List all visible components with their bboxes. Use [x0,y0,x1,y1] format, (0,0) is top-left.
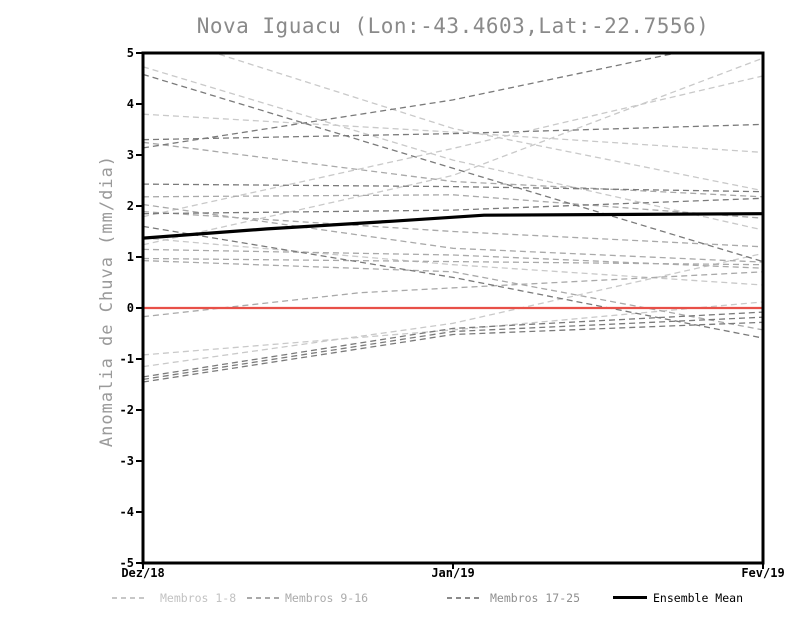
legend-label: Membros 1-8 [160,591,237,605]
y-tick-label: -1 [119,352,134,366]
member-line [143,183,763,193]
y-tick-label: 5 [126,46,134,60]
member-line [143,203,763,263]
member-line [143,141,763,198]
legend-label: Ensemble Mean [653,591,744,605]
y-tick-label: 3 [126,148,134,162]
y-tick-label: 0 [126,301,134,315]
member-line [143,301,763,356]
solid-line-swatch-mean [613,596,647,599]
legend-label: Membros 9-16 [285,591,369,605]
y-tick-label: -3 [119,454,134,468]
member-line [143,73,763,263]
member-line [143,237,763,286]
member-line [143,257,763,266]
member-line [143,194,763,219]
x-tick-label: Fev/19 [741,566,785,580]
y-tick-label: 1 [126,250,134,264]
y-tick-label: -5 [119,556,134,570]
member-line [143,113,763,154]
member-line [143,197,763,215]
member-line [143,210,763,248]
y-tick-label: 4 [126,97,134,111]
dashed-line-swatch-light [112,597,144,599]
data-lines-group [143,53,763,383]
legend-label: Membros 17-25 [490,591,581,605]
member-line [143,53,680,149]
member-line [143,271,763,318]
member-line [212,53,763,192]
member-line [143,75,763,218]
member-line [143,311,763,378]
y-tick-label: -4 [119,505,134,519]
member-line [143,321,763,383]
member-line [143,252,763,368]
x-tick-label: Dez/18 [121,566,165,580]
y-tick-label: 2 [126,199,134,213]
member-line [143,316,763,381]
ensemble-mean-line [143,212,763,240]
chart-title: Nova Iguacu (Lon:-43.4603,Lat:-22.7556) [196,14,710,38]
member-line [143,123,763,141]
legend: Membros 1-8 Membros 9-16 Membros 17-25 E… [0,590,800,610]
member-line [143,57,763,246]
dashed-line-swatch-medium [247,597,279,599]
dashed-line-swatch-dark [447,597,479,599]
member-line [143,66,763,231]
y-tick-label: -2 [119,403,134,417]
member-line [143,259,763,331]
member-line [143,248,763,269]
x-tick-label: Jan/19 [431,566,475,580]
